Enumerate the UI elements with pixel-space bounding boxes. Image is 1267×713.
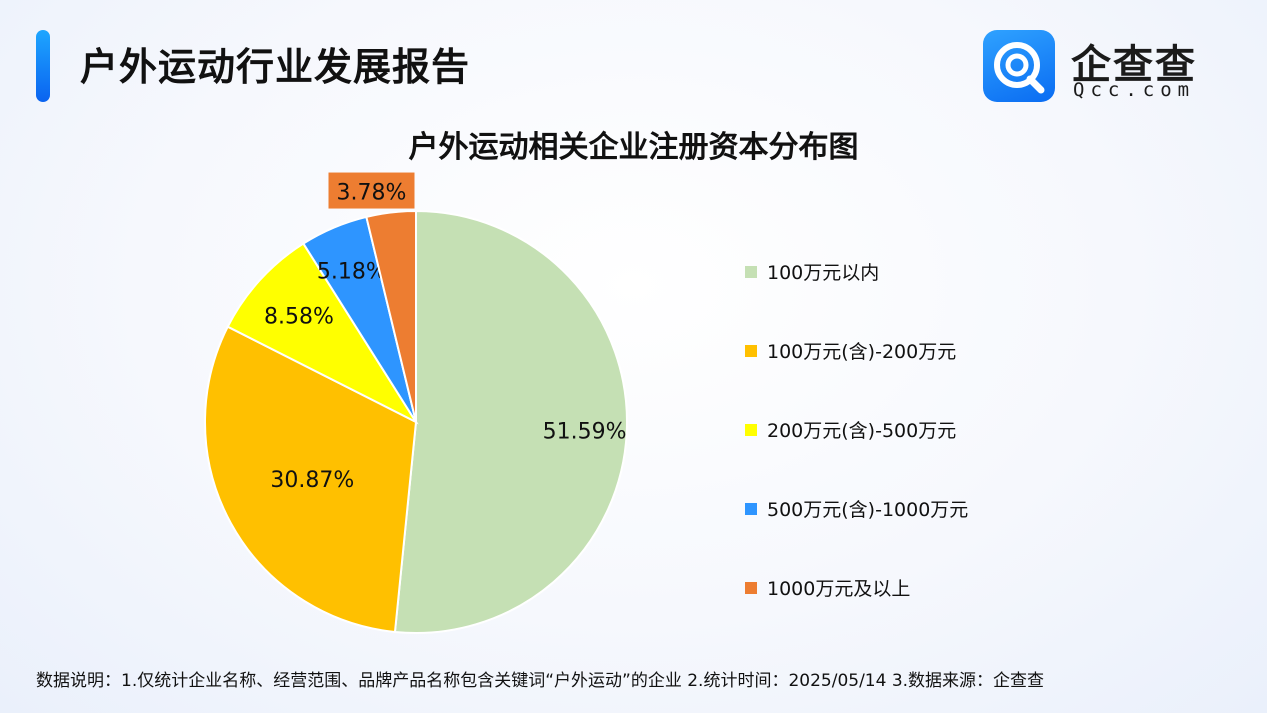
legend-item-5: 1000万元及以上: [745, 574, 910, 601]
pie-slice-1: [393, 209, 628, 634]
data-footnote: 数据说明：1.仅统计企业名称、经营范围、品牌产品名称包含关键词“户外运动”的企业…: [36, 671, 1045, 691]
legend-item-2: 100万元(含)-200万元: [745, 337, 956, 364]
pie-data-label-5: 3.78%: [337, 181, 407, 206]
report-title: 户外运动行业发展报告: [80, 45, 471, 89]
legend-label-2: 100万元(含)-200万元: [767, 341, 957, 363]
legend-swatch-3: [745, 423, 757, 436]
pie-data-label-1: 51.59%: [543, 419, 627, 444]
legend-label-3: 200万元(含)-500万元: [767, 420, 957, 442]
legend-label-5: 1000万元及以上: [767, 578, 911, 600]
chart-title: 户外运动相关企业注册资本分布图: [408, 130, 859, 165]
pie-data-label-4: 5.18%: [317, 259, 387, 284]
qcc-logo: 企查查 Qcc.com: [983, 30, 1233, 102]
legend-swatch-4: [745, 502, 757, 515]
pie-data-label-3: 8.58%: [264, 304, 334, 329]
legend-item-3: 200万元(含)-500万元: [745, 416, 956, 443]
logo-name: 企查查: [1071, 42, 1197, 88]
pie-slice-2: [204, 325, 418, 634]
legend-item-4: 500万元(含)-1000万元: [745, 495, 968, 522]
pie-data-label-2: 30.87%: [270, 468, 354, 493]
pie-slice-3: [226, 242, 419, 425]
pie-slice-5: [365, 209, 417, 423]
title-accent-bar: [36, 30, 50, 102]
legend-label-4: 500万元(含)-1000万元: [767, 499, 969, 521]
legend-label-1: 100万元以内: [767, 262, 880, 284]
legend-item-1: 100万元以内: [745, 258, 879, 285]
legend-swatch-2: [745, 344, 757, 357]
pie-label-background-5: [328, 172, 415, 209]
qcc-logo-icon: [983, 30, 1055, 102]
legend-swatch-5: [745, 581, 757, 594]
legend-swatch-1: [745, 265, 757, 278]
logo-domain: Qcc.com: [1073, 79, 1196, 101]
